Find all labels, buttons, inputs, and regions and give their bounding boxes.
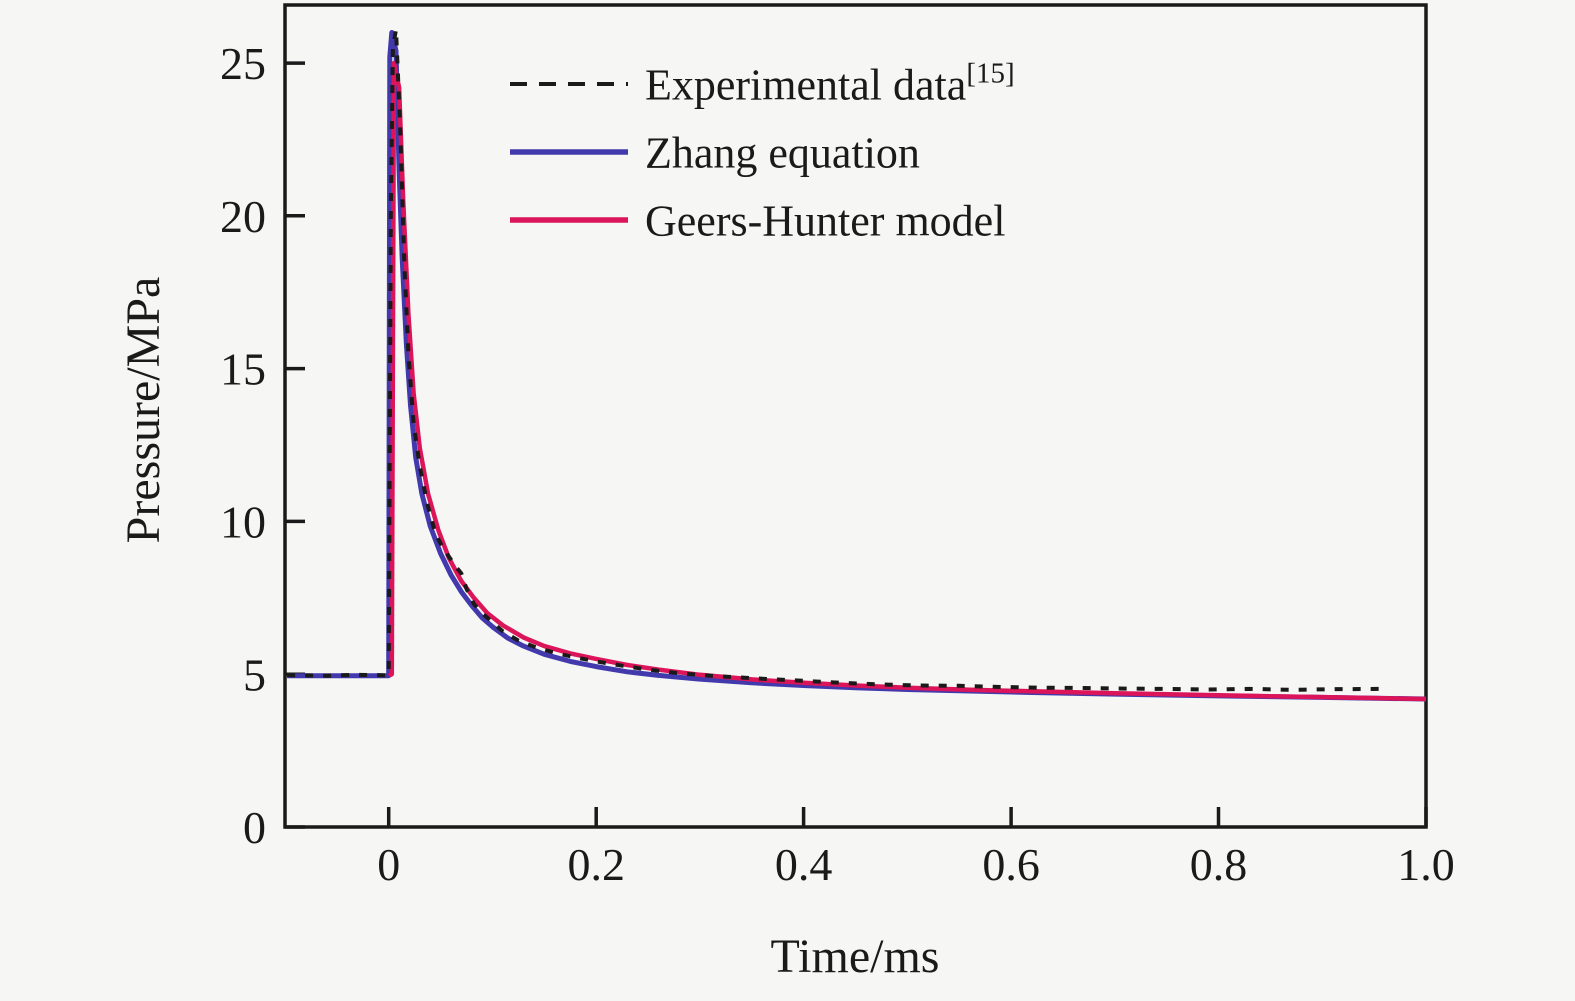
legend-label-geers-hunter-model: Geers-Hunter model [645, 196, 1005, 245]
y-tick-label: 10 [220, 497, 266, 548]
y-tick-label: 20 [220, 191, 266, 242]
x-axis-title: Time/ms [771, 930, 940, 983]
x-tick-label: 0.8 [1190, 839, 1248, 890]
x-tick-label: 0.6 [982, 839, 1040, 890]
y-tick-label: 15 [220, 344, 266, 395]
y-axis-title: Pressure/MPa [117, 277, 170, 544]
legend-label-zhang-equation: Zhang equation [645, 128, 920, 177]
x-tick-label: 1.0 [1397, 839, 1455, 890]
x-tick-label: 0 [377, 839, 400, 890]
y-tick-label: 0 [243, 802, 266, 853]
curve-geers-hunter-model [387, 60, 1427, 702]
x-tick-label: 0.4 [775, 839, 833, 890]
plot-frame [283, 3, 1428, 829]
x-tick-label: 0.2 [567, 839, 625, 890]
curve-experimental-data [287, 27, 1382, 692]
legend-label-experimental-data: Experimental data[15] [645, 57, 1015, 109]
y-tick-label: 5 [243, 649, 266, 700]
y-tick-label: 25 [220, 38, 266, 89]
